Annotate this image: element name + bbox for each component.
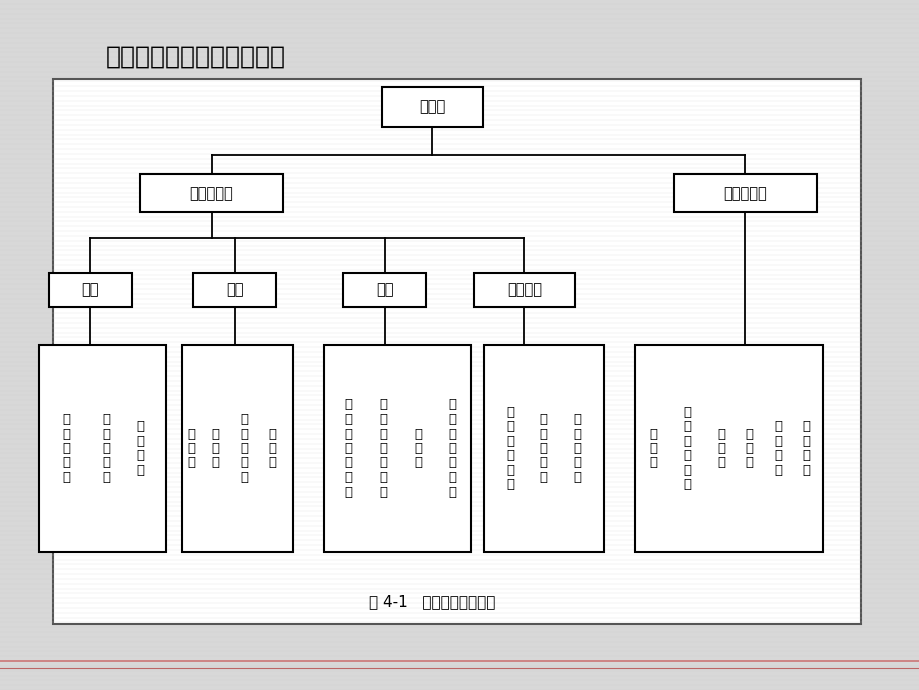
Text: 热渗镀: 热渗镀 — [419, 99, 445, 115]
Text: 液渗: 液渗 — [225, 282, 244, 297]
Text: 直
接
气
体
扩
散
法: 直 接 气 体 扩 散 法 — [344, 399, 352, 498]
Text: 等
离
子
渗
金
属: 等 离 子 渗 金 属 — [505, 406, 514, 491]
Text: 等
离
子
渗
碳: 等 离 子 渗 碳 — [573, 413, 581, 484]
Bar — [53, 79, 860, 624]
Text: 固
固
扩
散
法: 固 固 扩 散 法 — [102, 413, 109, 484]
Bar — [674, 175, 816, 213]
Bar — [49, 273, 131, 307]
Bar — [634, 345, 823, 552]
Text: 等离子渗: 等离子渗 — [506, 282, 541, 297]
Text: 粉
末
包
渗
法: 粉 末 包 渗 法 — [62, 413, 71, 484]
Bar — [343, 273, 425, 307]
Bar — [473, 273, 574, 307]
Bar — [39, 345, 165, 552]
Text: 电
冰
渗: 电 冰 渗 — [649, 428, 657, 469]
Text: 热
渗
法: 热 渗 法 — [187, 428, 195, 469]
Bar — [381, 87, 482, 127]
Bar — [182, 345, 292, 552]
Bar — [141, 175, 283, 213]
Text: 真
空
镀
渗: 真 空 镀 渗 — [801, 420, 810, 477]
Bar — [323, 345, 471, 552]
Text: 盐
浴
法: 盐 浴 法 — [211, 428, 219, 469]
Text: 低
压
法: 低 压 法 — [414, 428, 423, 469]
Text: 料
浆
或
青
剂
渗: 料 浆 或 青 剂 渗 — [683, 406, 691, 491]
Text: 间
接
气
体
扩
散
法: 间 接 气 体 扩 散 法 — [379, 399, 387, 498]
Text: 电
镀
渗: 电 镀 渗 — [745, 428, 753, 469]
Text: 流
化
床
法: 流 化 床 法 — [136, 420, 144, 477]
Text: 复合渗镀法: 复合渗镀法 — [722, 186, 766, 201]
Text: 固渗: 固渗 — [81, 282, 99, 297]
Text: 熔
烧
法: 熔 烧 法 — [268, 428, 277, 469]
Text: 化
学
镀
渗: 化 学 镀 渗 — [773, 420, 781, 477]
Text: 化
学
气
相
沉
积
法: 化 学 气 相 沉 积 法 — [448, 399, 456, 498]
Text: 熔
盐
电
解
法: 熔 盐 电 解 法 — [240, 413, 248, 484]
Text: 图 4-1   热渗镀方法的分类: 图 4-1 热渗镀方法的分类 — [369, 594, 495, 609]
Text: 直接渗镀法: 直接渗镀法 — [189, 186, 233, 201]
Text: 喷
涂
渗: 喷 涂 渗 — [717, 428, 725, 469]
Text: 热渗镀方法分类详见下图：: 热渗镀方法分类详见下图： — [106, 45, 286, 68]
Text: 等
离
子
氮
化: 等 离 子 氮 化 — [539, 413, 547, 484]
Bar — [483, 345, 603, 552]
Bar — [193, 273, 276, 307]
Text: 气渗: 气渗 — [375, 282, 393, 297]
